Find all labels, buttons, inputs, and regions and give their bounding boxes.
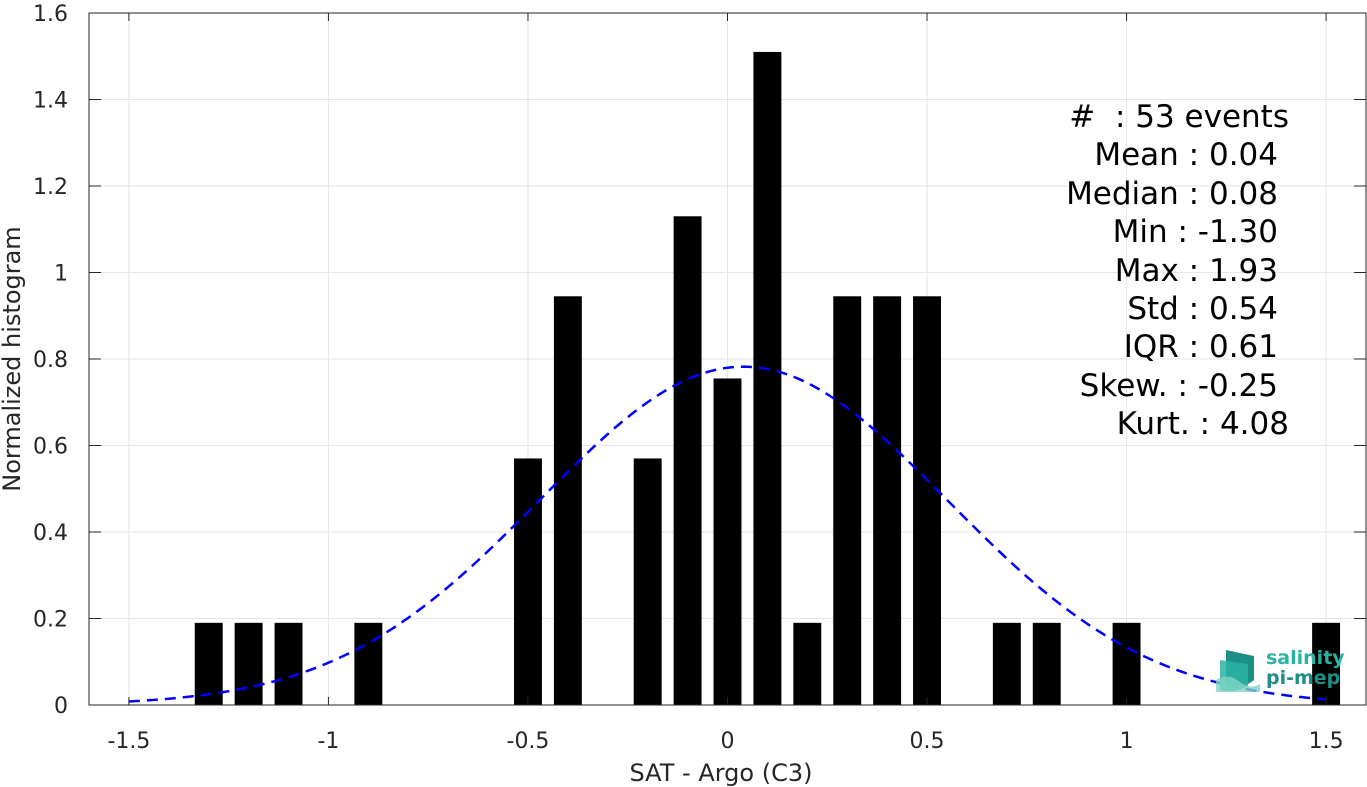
histogram-bar: [713, 378, 742, 705]
x-tick-label: 0.5: [910, 729, 945, 754]
histogram-bar: [194, 622, 223, 705]
histogram-bar: [913, 296, 941, 705]
histogram-bar: [1312, 622, 1341, 705]
histogram-bar: [633, 458, 662, 705]
x-tick-label: 0: [721, 729, 735, 754]
y-tick-label: 0.2: [33, 608, 68, 633]
stat-skew: Skew. : -0.25: [1079, 367, 1278, 404]
x-tick-label: 1: [1120, 729, 1134, 754]
y-tick-label: 0.6: [33, 435, 68, 460]
y-tick-label: 0.4: [33, 521, 68, 546]
logo-line-1: salinity: [1266, 647, 1345, 669]
histogram-bar: [234, 622, 263, 705]
histogram-bar: [753, 51, 782, 706]
statistics-box: # : 53 events Mean : 0.04 Median : 0.08 …: [1066, 98, 1289, 444]
salinity-pimep-logo: salinity pi-mep: [1214, 646, 1349, 696]
y-tick-label: 0.8: [33, 348, 68, 373]
histogram-bar: [1112, 622, 1141, 705]
x-tick-label: 1.5: [1309, 729, 1344, 754]
histogram-bar: [873, 296, 902, 705]
x-axis-title: SAT - Argo (C3): [630, 759, 813, 787]
histogram-bar: [553, 296, 582, 705]
ticks: -1.5 -1 -0.5 0 0.5 1 1.5 0 0.2 0.4 0.6 0.8 1 1.2 1.4 1.…: [33, 2, 1366, 754]
stat-mean: Mean : 0.04: [1094, 137, 1278, 174]
y-tick-label: 1.4: [33, 89, 68, 114]
histogram-bar: [833, 296, 862, 705]
logo-line-2: pi-mep: [1266, 667, 1341, 689]
x-tick-label: -1.5: [107, 729, 150, 754]
stat-iqr: IQR : 0.61: [1123, 329, 1278, 366]
y-tick-label: 1: [54, 262, 68, 287]
y-tick-label: 1.2: [33, 175, 68, 200]
histogram-bar: [274, 622, 303, 705]
gaussian-fit-curve: [128, 365, 1327, 703]
logo-text: salinity pi-mep: [1266, 648, 1345, 688]
y-tick-label: 1.6: [33, 2, 68, 27]
histogram-bar: [992, 622, 1021, 705]
histogram-bar: [514, 458, 542, 705]
x-tick-label: -1: [317, 729, 339, 754]
stat-std: Std : 0.54: [1127, 291, 1278, 328]
y-tick-label: 0: [54, 694, 68, 719]
stat-min: Min : -1.30: [1112, 214, 1278, 251]
histogram-bar: [354, 622, 383, 705]
salinity-logo-icon: [1216, 650, 1260, 692]
stat-max: Max : 1.93: [1114, 252, 1278, 289]
stat-events: # : 53 events: [1069, 99, 1289, 135]
histogram-bar: [793, 622, 822, 705]
y-axis-title: Normalized histogram: [0, 226, 26, 491]
bars: [194, 51, 1341, 706]
histogram-bar: [1032, 622, 1061, 705]
stat-median: Median : 0.08: [1066, 175, 1278, 212]
stat-kurt: Kurt. : 4.08: [1116, 406, 1289, 443]
x-tick-label: -0.5: [507, 729, 550, 754]
histogram-bar: [673, 216, 702, 705]
